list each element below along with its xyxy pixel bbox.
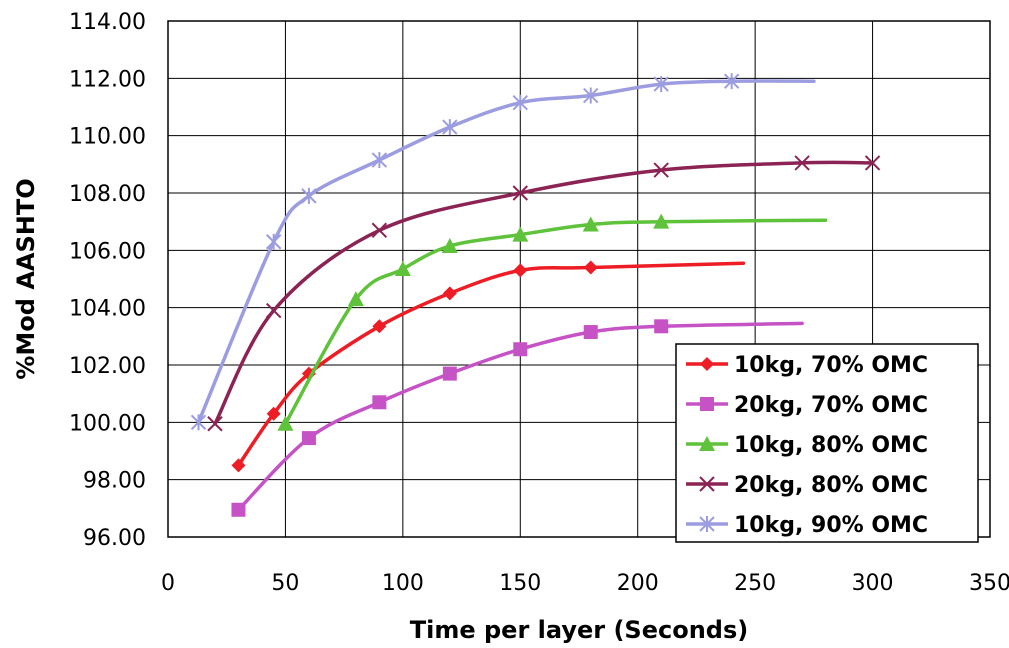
- x-tick-label: 100: [382, 571, 424, 596]
- legend-item: 10kg, 90% OMC: [686, 513, 928, 538]
- y-tick-label: 108.00: [69, 182, 146, 207]
- data-point: [583, 87, 599, 104]
- y-tick-label: 104.00: [69, 297, 146, 322]
- y-tick-label: 100.00: [69, 411, 146, 436]
- data-point: [513, 263, 528, 278]
- x-axis-ticks: 0 50 100 150 200 250 300 350: [161, 571, 1009, 596]
- legend-item: 20kg, 80% OMC: [686, 473, 928, 498]
- data-point: [207, 416, 223, 432]
- x-tick-label: 300: [852, 571, 894, 596]
- y-tick-label: 96.00: [83, 526, 146, 551]
- y-tick-label: 112.00: [69, 67, 146, 92]
- data-point: [265, 233, 282, 250]
- legend-item: 10kg, 80% OMC: [686, 433, 928, 458]
- data-point: [653, 213, 670, 229]
- data-point: [512, 226, 529, 242]
- x-tick-label: 250: [734, 571, 776, 596]
- data-point: [583, 325, 598, 340]
- legend: 10kg, 70% OMC 20kg, 70% OMC 10kg, 80% OMC 2…: [675, 343, 979, 543]
- legend-item: 10kg, 70% OMC: [686, 353, 928, 378]
- series-line: [196, 79, 816, 425]
- data-point: [347, 291, 364, 307]
- data-point: [371, 222, 388, 238]
- data-point: [442, 119, 458, 136]
- legend-label: 20kg, 80% OMC: [734, 473, 928, 498]
- data-point: [794, 155, 810, 171]
- y-tick-label: 102.00: [69, 354, 146, 379]
- data-point: [301, 187, 317, 204]
- legend-label: 10kg, 80% OMC: [734, 433, 928, 458]
- x-tick-label: 0: [161, 571, 175, 596]
- legend-label: 10kg, 90% OMC: [734, 513, 928, 538]
- series-1: [231, 260, 746, 473]
- y-tick-label: 114.00: [69, 10, 146, 35]
- y-tick-label: 110.00: [69, 125, 146, 150]
- plot-area-border: [167, 20, 991, 538]
- data-point: [653, 76, 669, 93]
- data-point: [372, 395, 387, 410]
- legend-marker: [699, 516, 715, 532]
- data-point: [442, 286, 457, 301]
- series-3: [277, 213, 828, 431]
- legend-label: 20kg, 70% OMC: [734, 393, 928, 418]
- data-point: [441, 238, 458, 254]
- data-point: [864, 155, 881, 171]
- data-point: [265, 302, 282, 319]
- x-axis-title: Time per layer (Seconds): [410, 616, 748, 644]
- x-tick-label: 50: [271, 571, 299, 596]
- y-tick-label: 106.00: [69, 239, 146, 264]
- legend-marker: [699, 476, 715, 492]
- data-point: [371, 152, 388, 169]
- legend-marker: [699, 436, 715, 451]
- series-2: [231, 319, 804, 517]
- legend-item: 20kg, 70% OMC: [686, 393, 928, 418]
- x-tick-label: 150: [499, 571, 541, 596]
- series-4: [207, 155, 881, 432]
- x-tick-label: 350: [969, 571, 1009, 596]
- data-point: [513, 342, 528, 357]
- data-point: [372, 319, 387, 334]
- data-point: [582, 216, 599, 232]
- data-point: [583, 260, 598, 275]
- data-point: [723, 73, 740, 90]
- data-point: [512, 185, 528, 201]
- data-point: [231, 458, 246, 473]
- y-axis-title: %Mod AASHTO: [12, 178, 40, 379]
- data-point: [266, 406, 281, 421]
- x-tick-label: 200: [617, 571, 659, 596]
- data-point: [231, 502, 246, 517]
- data-point: [394, 260, 411, 276]
- legend-marker: [700, 397, 714, 411]
- data-point: [277, 415, 294, 431]
- y-axis-ticks: 96.00 98.00 100.00 102.00 104.00 106.00 108.00…: [69, 10, 146, 551]
- series-5: [190, 73, 816, 431]
- series-group: [190, 73, 881, 517]
- data-point: [653, 162, 669, 178]
- data-point: [654, 319, 669, 334]
- data-point: [190, 414, 207, 431]
- legend-marker: [700, 357, 714, 371]
- legend-label: 10kg, 70% OMC: [734, 353, 928, 378]
- data-point: [442, 366, 457, 381]
- data-point: [301, 431, 316, 446]
- data-point: [512, 94, 528, 111]
- y-tick-label: 98.00: [83, 469, 146, 494]
